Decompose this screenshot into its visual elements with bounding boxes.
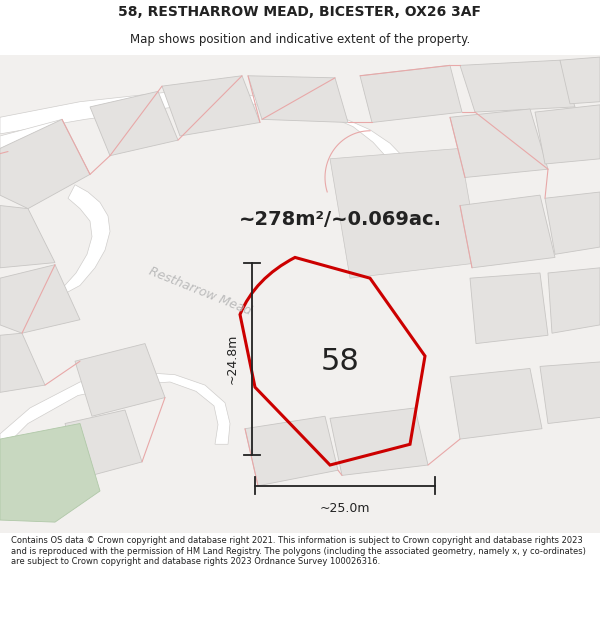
Polygon shape: [360, 66, 462, 122]
Polygon shape: [450, 369, 542, 439]
Polygon shape: [65, 410, 142, 479]
Polygon shape: [0, 119, 90, 209]
Polygon shape: [0, 372, 230, 451]
Polygon shape: [330, 148, 480, 278]
Text: Contains OS data © Crown copyright and database right 2021. This information is : Contains OS data © Crown copyright and d…: [11, 536, 586, 566]
Polygon shape: [0, 185, 110, 325]
Polygon shape: [540, 361, 600, 424]
Polygon shape: [470, 273, 548, 344]
Polygon shape: [548, 268, 600, 333]
Polygon shape: [560, 57, 600, 104]
Polygon shape: [0, 119, 68, 154]
Text: Restharrow Mead: Restharrow Mead: [147, 265, 253, 318]
Polygon shape: [397, 177, 462, 244]
Polygon shape: [245, 416, 338, 486]
Polygon shape: [75, 344, 165, 416]
Polygon shape: [90, 91, 178, 156]
Text: 58, RESTHARROW MEAD, BICESTER, OX26 3AF: 58, RESTHARROW MEAD, BICESTER, OX26 3AF: [119, 5, 482, 19]
Text: 58: 58: [320, 347, 359, 376]
Text: ~24.8m: ~24.8m: [226, 334, 239, 384]
Polygon shape: [535, 105, 600, 164]
Polygon shape: [460, 195, 555, 268]
Text: Map shows position and indicative extent of the property.: Map shows position and indicative extent…: [130, 33, 470, 46]
Polygon shape: [545, 192, 600, 254]
Polygon shape: [330, 408, 428, 476]
Polygon shape: [248, 76, 348, 122]
Polygon shape: [0, 333, 45, 392]
Text: ~25.0m: ~25.0m: [320, 502, 370, 515]
Polygon shape: [0, 264, 80, 333]
Polygon shape: [162, 76, 260, 136]
Polygon shape: [450, 109, 548, 177]
Polygon shape: [0, 206, 55, 268]
Polygon shape: [0, 424, 100, 522]
Text: ~278m²/~0.069ac.: ~278m²/~0.069ac.: [239, 209, 442, 229]
Polygon shape: [0, 91, 410, 178]
Polygon shape: [460, 60, 575, 112]
